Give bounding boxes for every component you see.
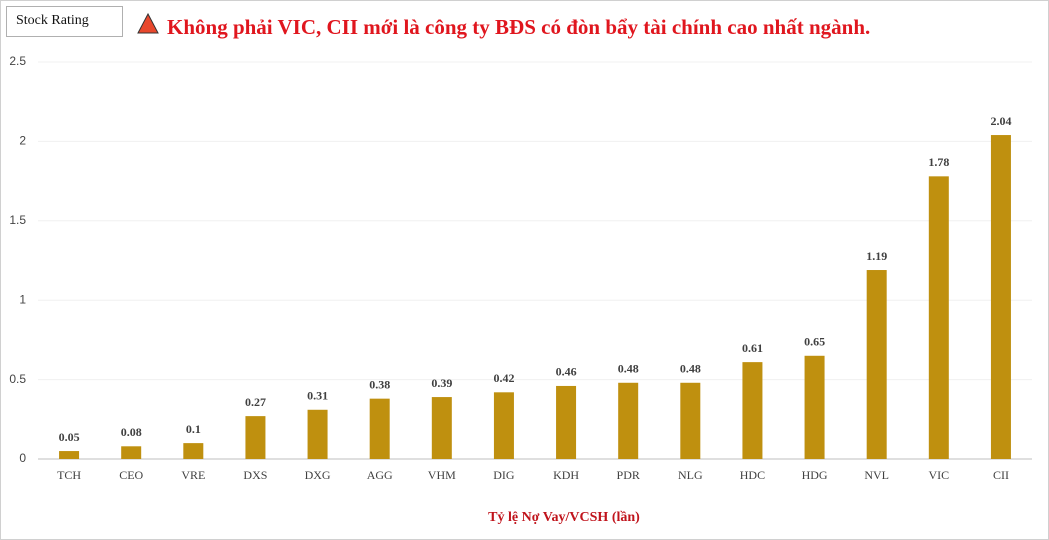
bar — [618, 382, 639, 459]
y-tick-label: 2 — [19, 134, 26, 148]
x-tick-label: NVL — [864, 468, 889, 482]
bar — [493, 392, 514, 459]
warning-icon — [137, 12, 159, 34]
bar — [928, 176, 949, 459]
chart-title: Không phải VIC, CII mới là công ty BĐS c… — [167, 15, 870, 39]
bar — [369, 398, 390, 459]
value-label: 0.42 — [493, 371, 514, 385]
x-axis-label: Tỷ lệ Nợ Vay/VCSH (lần) — [488, 510, 640, 525]
bar — [121, 446, 142, 459]
bar — [245, 416, 266, 459]
value-label: 0.27 — [245, 395, 266, 409]
value-label: 1.78 — [928, 155, 949, 169]
value-label: 0.31 — [307, 389, 328, 403]
bar — [866, 270, 887, 459]
x-tick-label: DXS — [243, 468, 267, 482]
value-label: 0.48 — [618, 362, 639, 376]
x-tick-label: DIG — [493, 468, 515, 482]
x-tick-label: KDH — [553, 468, 579, 482]
y-tick-label: 1 — [19, 292, 26, 306]
bar — [307, 409, 328, 459]
value-label: 0.61 — [742, 341, 763, 355]
y-tick-label: 1.5 — [9, 213, 26, 227]
x-tick-label: VIC — [928, 468, 949, 482]
bar — [680, 382, 701, 459]
x-tick-label: AGG — [367, 468, 393, 482]
bar — [183, 443, 204, 459]
y-tick-label: 0 — [19, 451, 26, 465]
value-label: 0.1 — [186, 422, 201, 436]
bar — [990, 135, 1011, 459]
value-label: 0.38 — [369, 377, 390, 391]
value-label: 2.04 — [990, 114, 1011, 128]
bar — [59, 451, 80, 459]
x-tick-label: PDR — [617, 468, 640, 482]
badge: Stock Rating — [16, 13, 89, 28]
x-tick-label: DXG — [305, 468, 331, 482]
value-label: 0.08 — [121, 425, 142, 439]
badge-box — [6, 6, 123, 37]
value-label: 0.46 — [556, 365, 577, 379]
value-label: 0.48 — [680, 362, 701, 376]
y-tick-label: 2.5 — [9, 54, 26, 68]
value-label: 0.05 — [59, 430, 80, 444]
x-tick-label: CEO — [119, 468, 143, 482]
x-tick-label: NLG — [678, 468, 703, 482]
bar — [804, 355, 825, 459]
bar — [431, 397, 452, 459]
y-tick-label: 0.5 — [9, 372, 26, 386]
x-tick-label: TCH — [57, 468, 81, 482]
x-tick-label: HDC — [740, 468, 765, 482]
x-tick-label: VHM — [428, 468, 456, 482]
x-tick-label: VRE — [181, 468, 205, 482]
value-label: 0.39 — [431, 376, 452, 390]
x-tick-label: CII — [993, 468, 1009, 482]
x-tick-label: HDG — [802, 468, 828, 482]
value-label: 0.65 — [804, 335, 825, 349]
bar — [742, 362, 763, 459]
value-label: 1.19 — [866, 249, 887, 263]
bar — [556, 385, 577, 459]
